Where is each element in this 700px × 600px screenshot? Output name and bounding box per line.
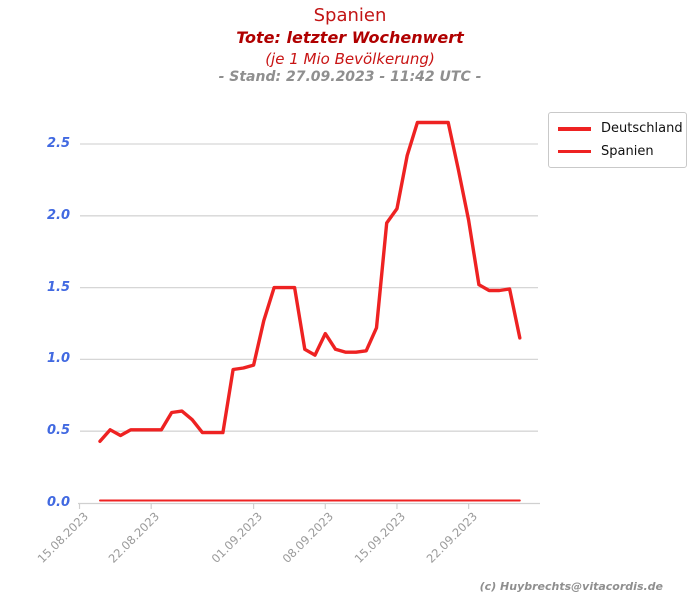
copyright-credit: (c) Huybrechts@vitacordis.de [479,580,663,593]
legend: Deutschland Spanien [548,112,687,168]
legend-label: Deutschland [601,121,683,136]
y-tick-label: 2.0 [46,207,70,223]
series-line-deutschland [98,120,522,443]
deutschland-line-swatch [558,126,591,131]
chart-subtitle: Tote: letzter Wochenwert [236,28,464,47]
y-tick-label: 1.0 [46,351,70,367]
legend-label: Spanien [601,144,654,159]
y-tick-label: 0.5 [46,423,70,439]
legend-item-spanien: Spanien [558,143,686,160]
legend-item-deutschland: Deutschland [558,120,686,137]
y-tick-label: 1.5 [46,279,70,295]
timestamp-line: - Stand: 27.09.2023 - 11:42 UTC - [218,69,482,85]
y-tick-label: 0.0 [46,495,70,510]
chart-subtitle-unit: (je 1 Mio Bevölkerung) [265,50,435,68]
spanien-line-swatch [558,150,591,153]
page-title: Spanien [313,5,387,26]
y-tick-label: 2.5 [46,136,70,151]
